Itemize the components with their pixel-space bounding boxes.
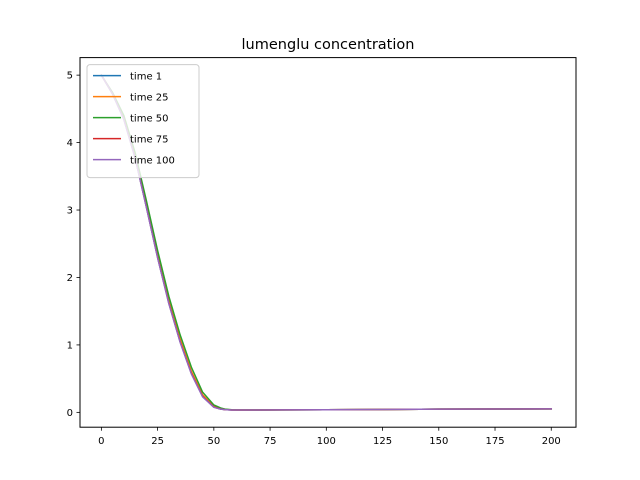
y-tick-label: 4 [67, 138, 73, 149]
x-tick-label: 50 [207, 436, 220, 447]
y-tick-label: 2 [67, 273, 73, 284]
legend-label-2: time 25 [130, 93, 169, 104]
axis-ticks: 0 25 50 75 100 125 150 175 200 0 1 2 3 4 5 [67, 71, 561, 447]
legend: time 1 time 25 time 50 time 75 time 100 [86, 64, 200, 179]
x-tick-label: 150 [429, 436, 448, 447]
legend-label-5: time 100 [130, 156, 175, 167]
y-tick-label: 0 [67, 408, 73, 419]
x-tick-label: 125 [373, 436, 392, 447]
legend-label-3: time 50 [130, 114, 169, 125]
x-tick-label: 200 [542, 436, 561, 447]
legend-label-1: time 1 [130, 72, 162, 83]
y-tick-label: 1 [67, 341, 73, 352]
legend-box [86, 64, 200, 179]
y-tick-label: 5 [67, 71, 73, 82]
series-lines [100, 74, 553, 411]
chart-title: lumenglu concentration [242, 37, 415, 53]
y-tick-label: 3 [67, 206, 73, 217]
x-tick-label: 25 [151, 436, 164, 447]
x-tick-label: 100 [317, 436, 336, 447]
series-line-5 [100, 74, 553, 411]
x-tick-label: 175 [485, 436, 504, 447]
x-tick-label: 75 [264, 436, 277, 447]
legend-label-4: time 75 [130, 135, 169, 146]
axes-frame [79, 57, 577, 428]
x-tick-label: 0 [98, 436, 104, 447]
